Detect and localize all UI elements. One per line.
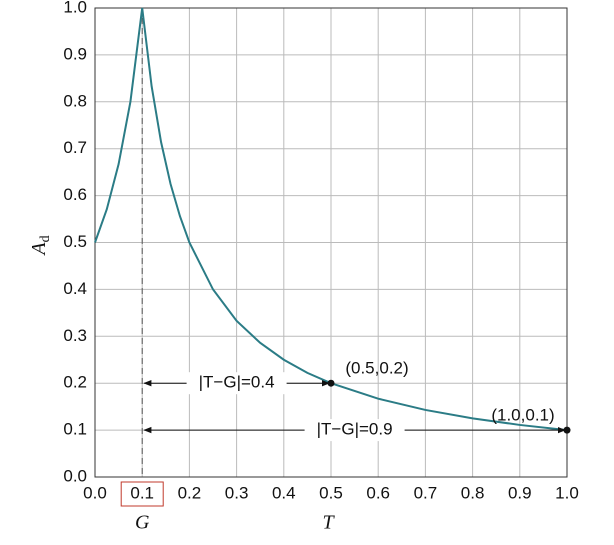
- arrow-label: |T−G|=0.9: [317, 420, 393, 439]
- x-tick-label: 0.7: [414, 483, 438, 502]
- y-tick-label: 0.3: [63, 326, 87, 345]
- highlight-box: [120, 481, 164, 507]
- x-tick-label: 0.9: [508, 483, 532, 502]
- y-tick-label: 0.4: [63, 279, 87, 298]
- y-axis-label-sub: d: [38, 235, 53, 242]
- arrow-label-bg: [186, 372, 287, 395]
- y-tick-label: 0.7: [63, 138, 87, 157]
- point-label: (1.0,0.1): [491, 406, 554, 425]
- x-tick-label: 0.0: [83, 483, 107, 502]
- x-tick-label: 0.2: [178, 483, 202, 502]
- y-tick-label: 0.5: [63, 232, 87, 251]
- point-label: (0.5,0.2): [345, 359, 408, 378]
- x-tick-label: 0.5: [319, 483, 343, 502]
- x-axis-label: T: [322, 512, 335, 534]
- y-tick-label: 0.1: [63, 420, 87, 439]
- x-tick-label: 0.3: [225, 483, 249, 502]
- y-tick-label: 0.9: [63, 44, 87, 63]
- point: [327, 379, 335, 387]
- x-tick-label: 0.4: [272, 483, 296, 502]
- data-line: [94, 7, 568, 432]
- x-tick-label: 1.0: [555, 483, 579, 502]
- y-tick-label: 0.2: [63, 373, 87, 392]
- point: [563, 426, 571, 434]
- arrow-label-bg: [304, 419, 405, 442]
- arrow-label: |T−G|=0.4: [199, 373, 275, 392]
- y-axis-label-main: A: [28, 242, 50, 257]
- y-tick-label: 1.0: [63, 0, 87, 16]
- x-tick-label: 0.8: [461, 483, 485, 502]
- y-tick-label: 0.0: [63, 466, 87, 485]
- y-tick-label: 0.8: [63, 91, 87, 110]
- y-tick-label: 0.6: [63, 185, 87, 204]
- x-tick-label: 0.1: [130, 483, 154, 502]
- x-tick-label: 0.6: [366, 483, 390, 502]
- y-axis-label: Ad: [28, 235, 54, 256]
- reference-label: G: [135, 512, 150, 534]
